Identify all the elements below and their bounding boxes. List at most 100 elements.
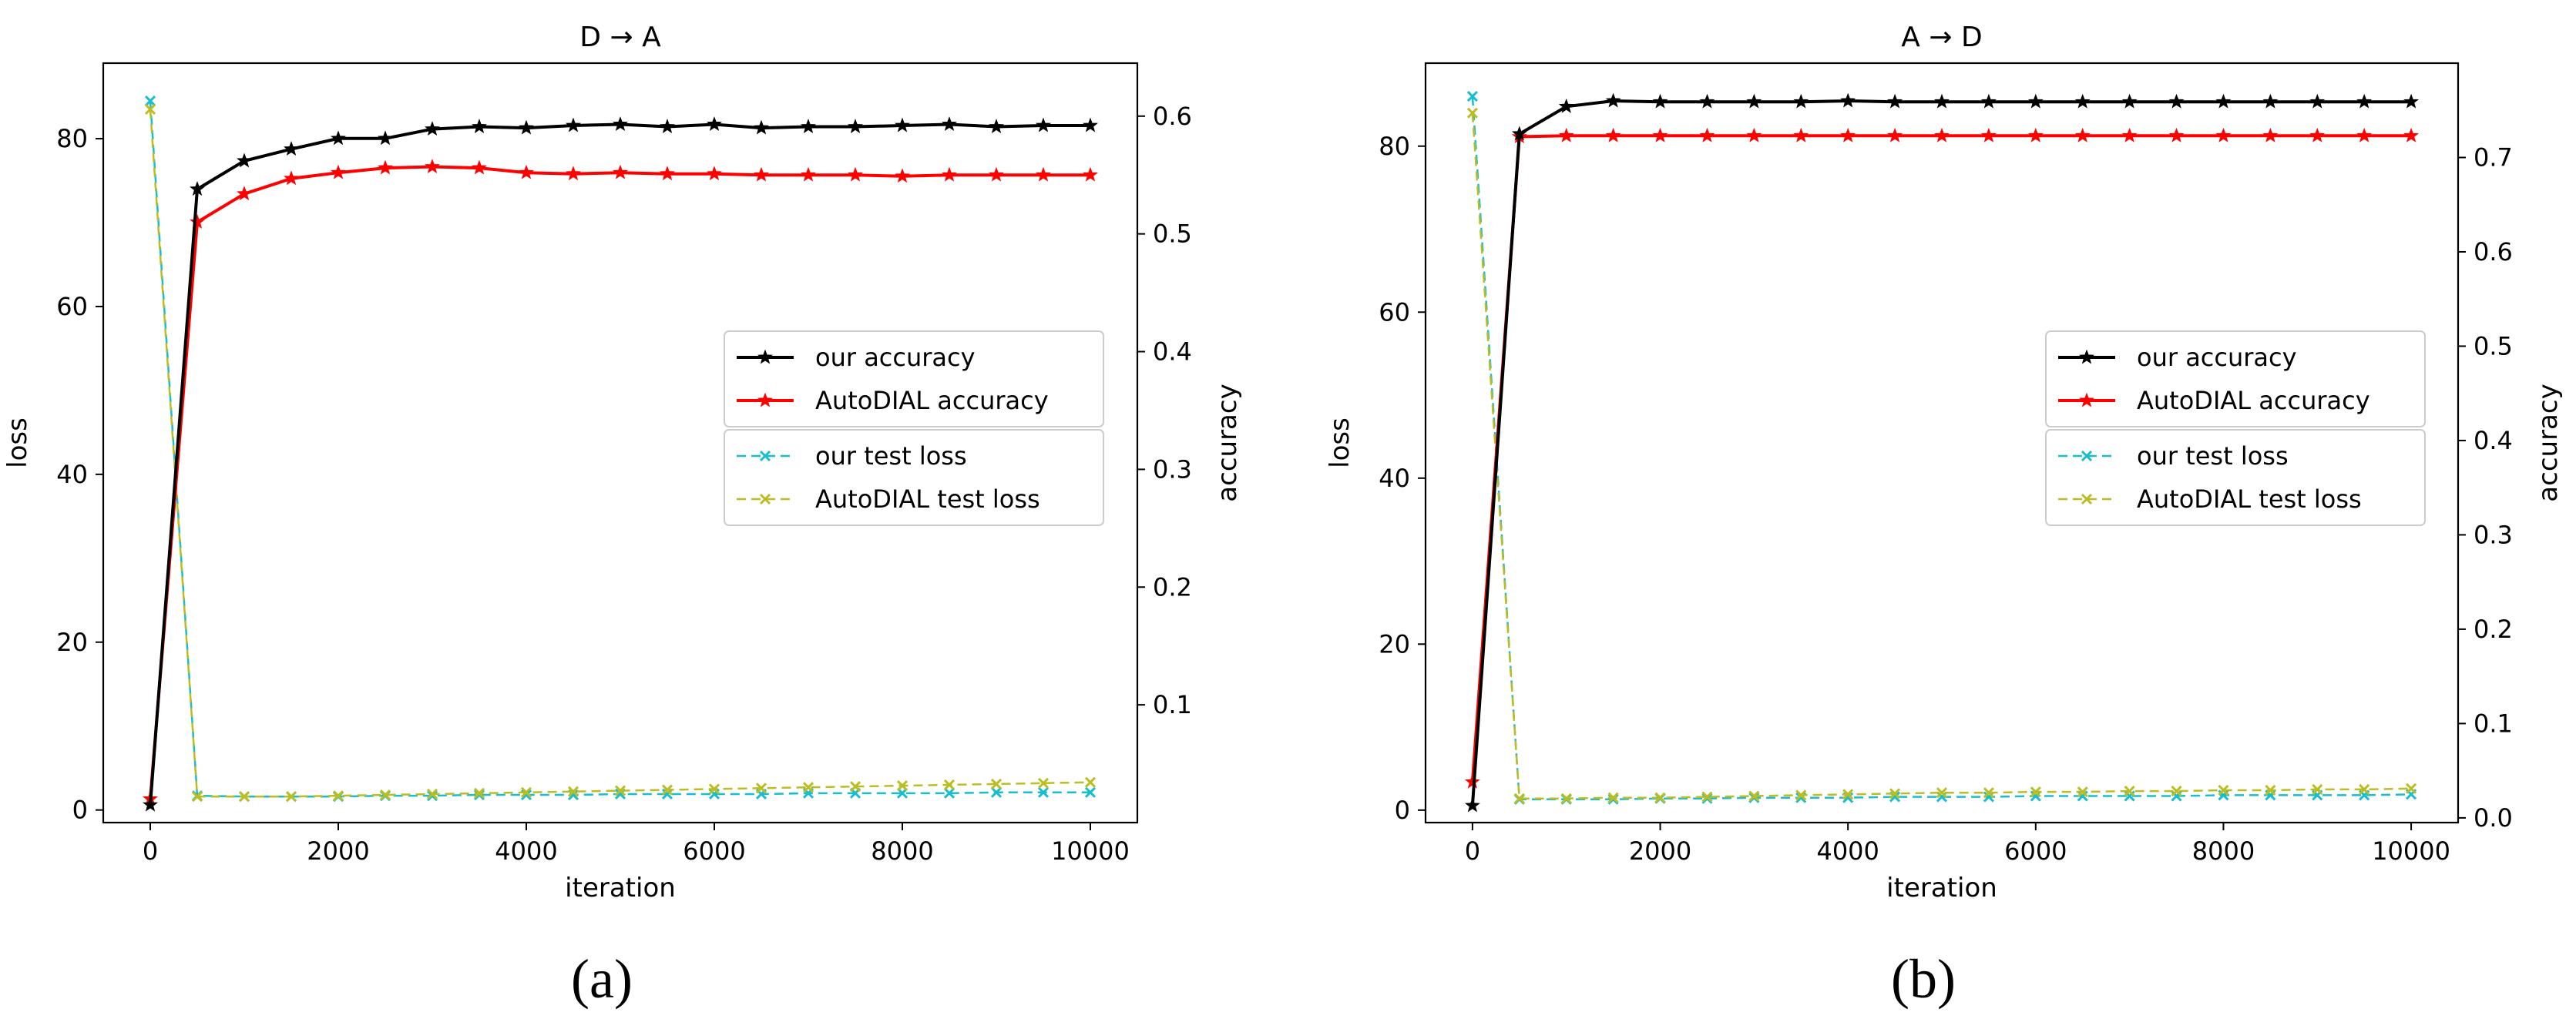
y2-tick-label: 0.2 <box>2474 615 2513 644</box>
data-point <box>801 119 816 133</box>
data-point <box>237 153 252 168</box>
data-point <box>2265 784 2276 796</box>
chart-title: D → A <box>579 22 661 53</box>
data-point <box>2218 784 2229 796</box>
data-point <box>1558 98 1574 113</box>
series-autodial-accuracy <box>1464 127 2420 789</box>
data-point <box>331 164 346 179</box>
data-point <box>1699 127 1715 142</box>
y2-tick-label: 0.0 <box>2474 803 2513 833</box>
y-tick-label: 40 <box>56 460 88 489</box>
chart-panel-b: A → D 0 2000 4000 6000 8000 10000 iteration 0 20 4… <box>1325 22 2564 1010</box>
data-point <box>1889 788 1901 799</box>
data-point <box>143 796 158 812</box>
y2-tick-label: 0.6 <box>1153 102 1192 131</box>
y2-tick-label: 0.1 <box>2474 709 2513 738</box>
data-point <box>2171 785 2182 797</box>
x-tick-label: 6000 <box>2004 836 2067 866</box>
data-point <box>284 170 299 186</box>
legend-frame <box>724 330 1104 427</box>
data-point <box>2077 790 2088 802</box>
data-point <box>2027 127 2044 142</box>
data-point <box>660 119 675 133</box>
y-tick-label: 80 <box>56 124 88 153</box>
legend-marker <box>757 349 773 364</box>
data-point <box>473 787 485 799</box>
data-point <box>2030 790 2041 802</box>
data-point <box>613 116 628 131</box>
y-tick-label: 0 <box>1395 796 1410 825</box>
data-point <box>1464 797 1480 813</box>
data-point <box>990 778 1003 789</box>
y-axis-label: loss <box>1325 417 1355 468</box>
data-point <box>1037 786 1050 798</box>
data-point <box>1934 93 1950 109</box>
data-point <box>566 117 581 132</box>
data-point <box>895 117 910 132</box>
legend-frame <box>2045 330 2426 427</box>
data-point <box>190 181 205 196</box>
data-point <box>755 783 767 794</box>
y2-tick-label: 0.3 <box>2474 520 2513 549</box>
data-point <box>895 168 910 183</box>
data-point <box>144 103 156 115</box>
data-point <box>1936 787 1948 799</box>
data-point <box>1793 127 1809 142</box>
data-point <box>1083 166 1098 182</box>
chart-panel-a: D → A 0 2000 4000 6000 8000 10000 iteration 0 20 4… <box>2 22 1243 1010</box>
y2-tick-label: 0.3 <box>1153 454 1192 484</box>
y-tick-label: 60 <box>1379 297 1410 327</box>
series-autodial-accuracy <box>143 159 1098 806</box>
data-point <box>1980 93 1997 109</box>
data-point <box>190 213 205 229</box>
data-point <box>848 119 863 133</box>
legend-loss: our test loss AutoDIAL test loss <box>2045 429 2426 526</box>
legend-label: AutoDIAL test loss <box>2137 484 2362 514</box>
data-point <box>1748 792 1760 803</box>
data-point <box>1936 791 1948 803</box>
data-point <box>707 116 722 131</box>
data-point <box>989 166 1004 182</box>
y2-tick-label: 0.5 <box>2474 331 2513 360</box>
data-point <box>2077 786 2088 798</box>
legend-marker <box>759 493 771 505</box>
data-point <box>144 95 156 107</box>
data-point <box>942 116 957 131</box>
x-tick-label: 10000 <box>1051 836 1130 866</box>
data-point <box>378 130 393 146</box>
y2-axis-label: accuracy <box>2533 384 2564 501</box>
data-point <box>2309 93 2326 109</box>
data-point <box>2312 783 2323 795</box>
data-point <box>943 787 956 799</box>
data-point <box>2403 127 2420 142</box>
data-point <box>2356 127 2373 142</box>
x-tick-label: 2000 <box>1629 836 1691 866</box>
data-point <box>2262 127 2279 142</box>
y2-tick-label: 0.1 <box>1153 690 1192 719</box>
data-point <box>1607 793 1619 805</box>
series-line <box>1471 112 2412 799</box>
data-point <box>426 788 438 800</box>
legend-accuracy: our accuracy AutoDIAL accuracy <box>2045 330 2426 427</box>
x-tick-label: 8000 <box>2192 836 2255 866</box>
data-point <box>566 166 581 181</box>
legend-label: our accuracy <box>2137 343 2297 372</box>
data-point <box>802 782 814 793</box>
x-tick-label: 8000 <box>871 836 933 866</box>
data-point <box>519 164 534 179</box>
plot-frame <box>102 62 1139 824</box>
data-point <box>989 119 1004 133</box>
data-point <box>425 159 440 173</box>
y-tick-label: 20 <box>1379 629 1410 659</box>
data-point <box>2168 127 2185 142</box>
data-point <box>520 786 532 798</box>
data-point <box>2074 93 2091 109</box>
y2-tick-label: 0.2 <box>1153 572 1192 602</box>
data-point <box>943 779 956 791</box>
y-tick-label: 40 <box>1379 464 1410 493</box>
data-point <box>2403 93 2420 109</box>
data-point <box>1840 92 1856 108</box>
y2-tick-label: 0.7 <box>2474 142 2513 172</box>
data-point <box>1560 793 1572 804</box>
data-point <box>2309 127 2326 142</box>
